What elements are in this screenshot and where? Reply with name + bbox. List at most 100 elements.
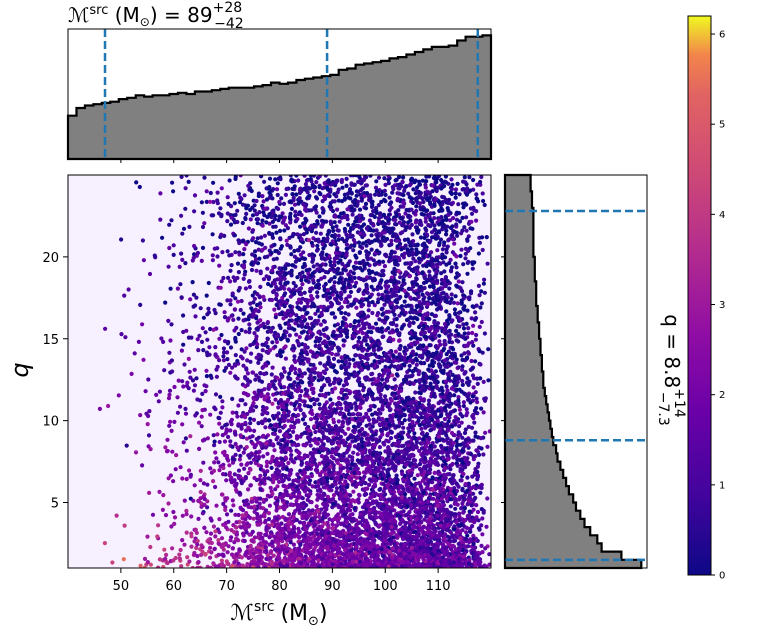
- scatter-point: [303, 421, 308, 426]
- scatter-point: [223, 507, 228, 513]
- scatter-point: [427, 273, 432, 278]
- scatter-point: [333, 386, 338, 391]
- scatter-point: [479, 482, 484, 487]
- scatter-point: [422, 285, 427, 291]
- scatter-point: [440, 437, 445, 442]
- scatter-point: [242, 247, 247, 252]
- scatter-point: [294, 436, 300, 441]
- scatter-point: [456, 202, 461, 207]
- scatter-point: [245, 203, 251, 208]
- scatter-point: [370, 381, 375, 386]
- scatter-point: [157, 389, 162, 394]
- scatter-point: [393, 384, 398, 389]
- scatter-point: [374, 515, 379, 520]
- scatter-point: [255, 217, 261, 222]
- scatter-point: [288, 294, 293, 299]
- scatter-point: [357, 207, 363, 212]
- scatter-point: [382, 302, 387, 307]
- scatter-point: [275, 353, 280, 358]
- scatter-point: [406, 191, 411, 196]
- scatter-point: [277, 381, 282, 386]
- scatter-point: [382, 442, 387, 447]
- scatter-point: [147, 409, 152, 414]
- scatter-point: [454, 265, 459, 270]
- scatter-point: [150, 512, 156, 517]
- scatter-point: [421, 524, 426, 529]
- scatter-point: [329, 454, 334, 459]
- scatter-point: [282, 369, 287, 374]
- scatter-point: [207, 345, 212, 350]
- scatter-point: [448, 268, 454, 273]
- scatter-point: [293, 284, 298, 289]
- scatter-point: [294, 498, 299, 504]
- scatter-point: [242, 466, 247, 471]
- scatter-point: [183, 411, 189, 416]
- scatter-point: [406, 220, 411, 225]
- scatter-point: [414, 362, 419, 367]
- scatter-point: [353, 344, 358, 349]
- scatter-point: [460, 215, 465, 220]
- scatter-point: [324, 340, 329, 345]
- scatter-point: [236, 331, 241, 337]
- scatter-point: [453, 195, 458, 200]
- scatter-point: [302, 371, 307, 376]
- scatter-point: [262, 179, 267, 184]
- scatter-point: [394, 316, 399, 322]
- scatter-point: [388, 413, 393, 418]
- scatter-point: [126, 287, 131, 292]
- scatter-point: [364, 287, 370, 292]
- scatter-point: [485, 261, 490, 266]
- scatter-point: [432, 470, 437, 475]
- scatter-point: [356, 330, 361, 335]
- scatter-point: [466, 481, 471, 486]
- scatter-point: [446, 208, 451, 213]
- scatter-point: [123, 335, 128, 340]
- scatter-point: [309, 473, 314, 479]
- scatter-point: [381, 334, 386, 339]
- scatter-point: [339, 310, 344, 315]
- scatter-point: [343, 311, 348, 316]
- scatter-point: [160, 507, 165, 512]
- scatter-point: [219, 536, 225, 541]
- scatter-point: [204, 199, 209, 204]
- scatter-point: [348, 289, 354, 295]
- scatter-point: [394, 293, 399, 298]
- scatter-point: [367, 482, 372, 487]
- scatter-point: [192, 539, 197, 544]
- scatter-point: [437, 241, 442, 246]
- scatter-point: [467, 379, 472, 384]
- scatter-point: [238, 354, 244, 359]
- scatter-point: [296, 323, 301, 328]
- scatter-point: [364, 282, 369, 287]
- scatter-point: [255, 302, 260, 308]
- scatter-point: [475, 509, 481, 515]
- scatter-point: [256, 360, 261, 365]
- scatter-point: [206, 306, 211, 311]
- scatter-point: [373, 185, 379, 190]
- scatter-point: [285, 242, 290, 247]
- scatter-point: [212, 307, 217, 313]
- scatter-point: [245, 377, 250, 382]
- scatter-point: [238, 307, 243, 313]
- scatter-point: [179, 213, 184, 218]
- scatter-point: [308, 298, 313, 303]
- scatter-point: [370, 310, 375, 316]
- scatter-point: [250, 529, 255, 535]
- scatter-point: [447, 339, 452, 344]
- scatter-point: [463, 437, 468, 443]
- scatter-point: [465, 410, 470, 415]
- scatter-point: [472, 420, 477, 425]
- scatter-point: [339, 365, 344, 370]
- scatter-point: [479, 446, 484, 451]
- scatter-point: [343, 277, 348, 282]
- scatter-point: [297, 196, 302, 201]
- scatter-point: [161, 339, 166, 344]
- scatter-point: [297, 297, 302, 302]
- scatter-point: [424, 228, 429, 233]
- scatter-point: [282, 423, 287, 429]
- scatter-point: [450, 182, 455, 187]
- scatter-point: [317, 461, 322, 466]
- scatter-point: [487, 562, 491, 567]
- scatter-point: [225, 211, 230, 216]
